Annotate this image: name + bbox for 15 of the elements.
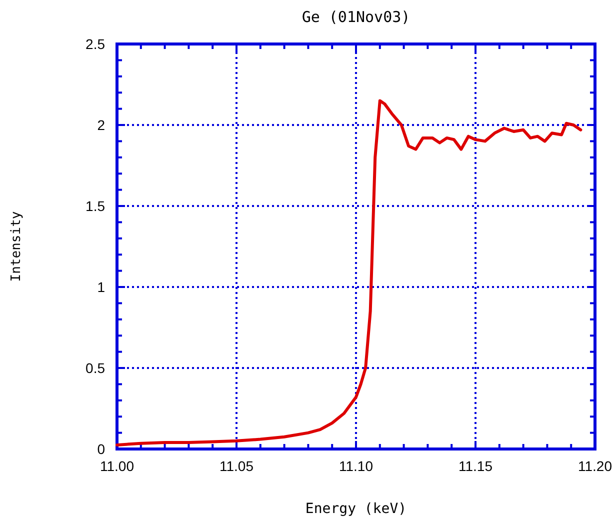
y-axis-title: Intensity <box>9 211 24 282</box>
y-tick-label: 1 <box>97 279 106 295</box>
line-series <box>116 99 582 446</box>
x-axis-title: Energy (keV) <box>305 501 407 517</box>
chart-title: Ge (01Nov03) <box>302 8 410 26</box>
y-tick-label: 0 <box>97 441 106 457</box>
x-tick-label: 11.10 <box>339 458 374 474</box>
y-tick-label: 0.5 <box>86 360 106 376</box>
x-tick-label: 11.00 <box>100 458 134 474</box>
x-tick-label: 11.15 <box>458 458 493 474</box>
y-tick-label: 2 <box>97 117 106 133</box>
y-tick-label: 1.5 <box>86 198 106 214</box>
y-tick-label: 2.5 <box>86 36 106 52</box>
x-tick-label: 11.05 <box>220 458 254 474</box>
x-tick-label: 11.20 <box>578 458 612 474</box>
